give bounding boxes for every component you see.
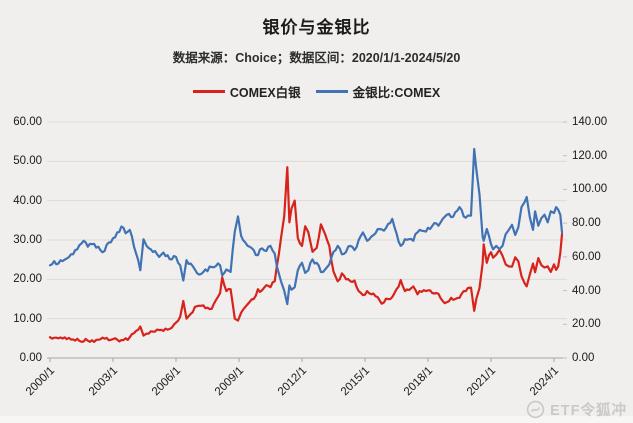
watermark-text: ETF令狐冲: [550, 403, 627, 419]
legend-swatch: [192, 90, 225, 93]
legend-label: 金银比:COMEX: [352, 86, 441, 100]
page-title: 银价与金银比: [262, 18, 371, 37]
legend-item-gold-silver-ratio: 金银比:COMEX: [315, 82, 441, 101]
watermark: ETF令狐冲: [526, 399, 627, 420]
chart-legend: COMEX白银 金银比:COMEX: [0, 82, 633, 101]
legend-item-comex-silver: COMEX白银: [192, 82, 301, 101]
chart-subtitle: 数据来源：Choice；数据区间：2020/1/1-2024/5/20: [172, 51, 461, 65]
legend-swatch: [315, 90, 348, 93]
legend-label: COMEX白银: [229, 86, 301, 100]
watermark-logo-icon: [526, 400, 545, 419]
bottom-strip: [0, 416, 633, 423]
